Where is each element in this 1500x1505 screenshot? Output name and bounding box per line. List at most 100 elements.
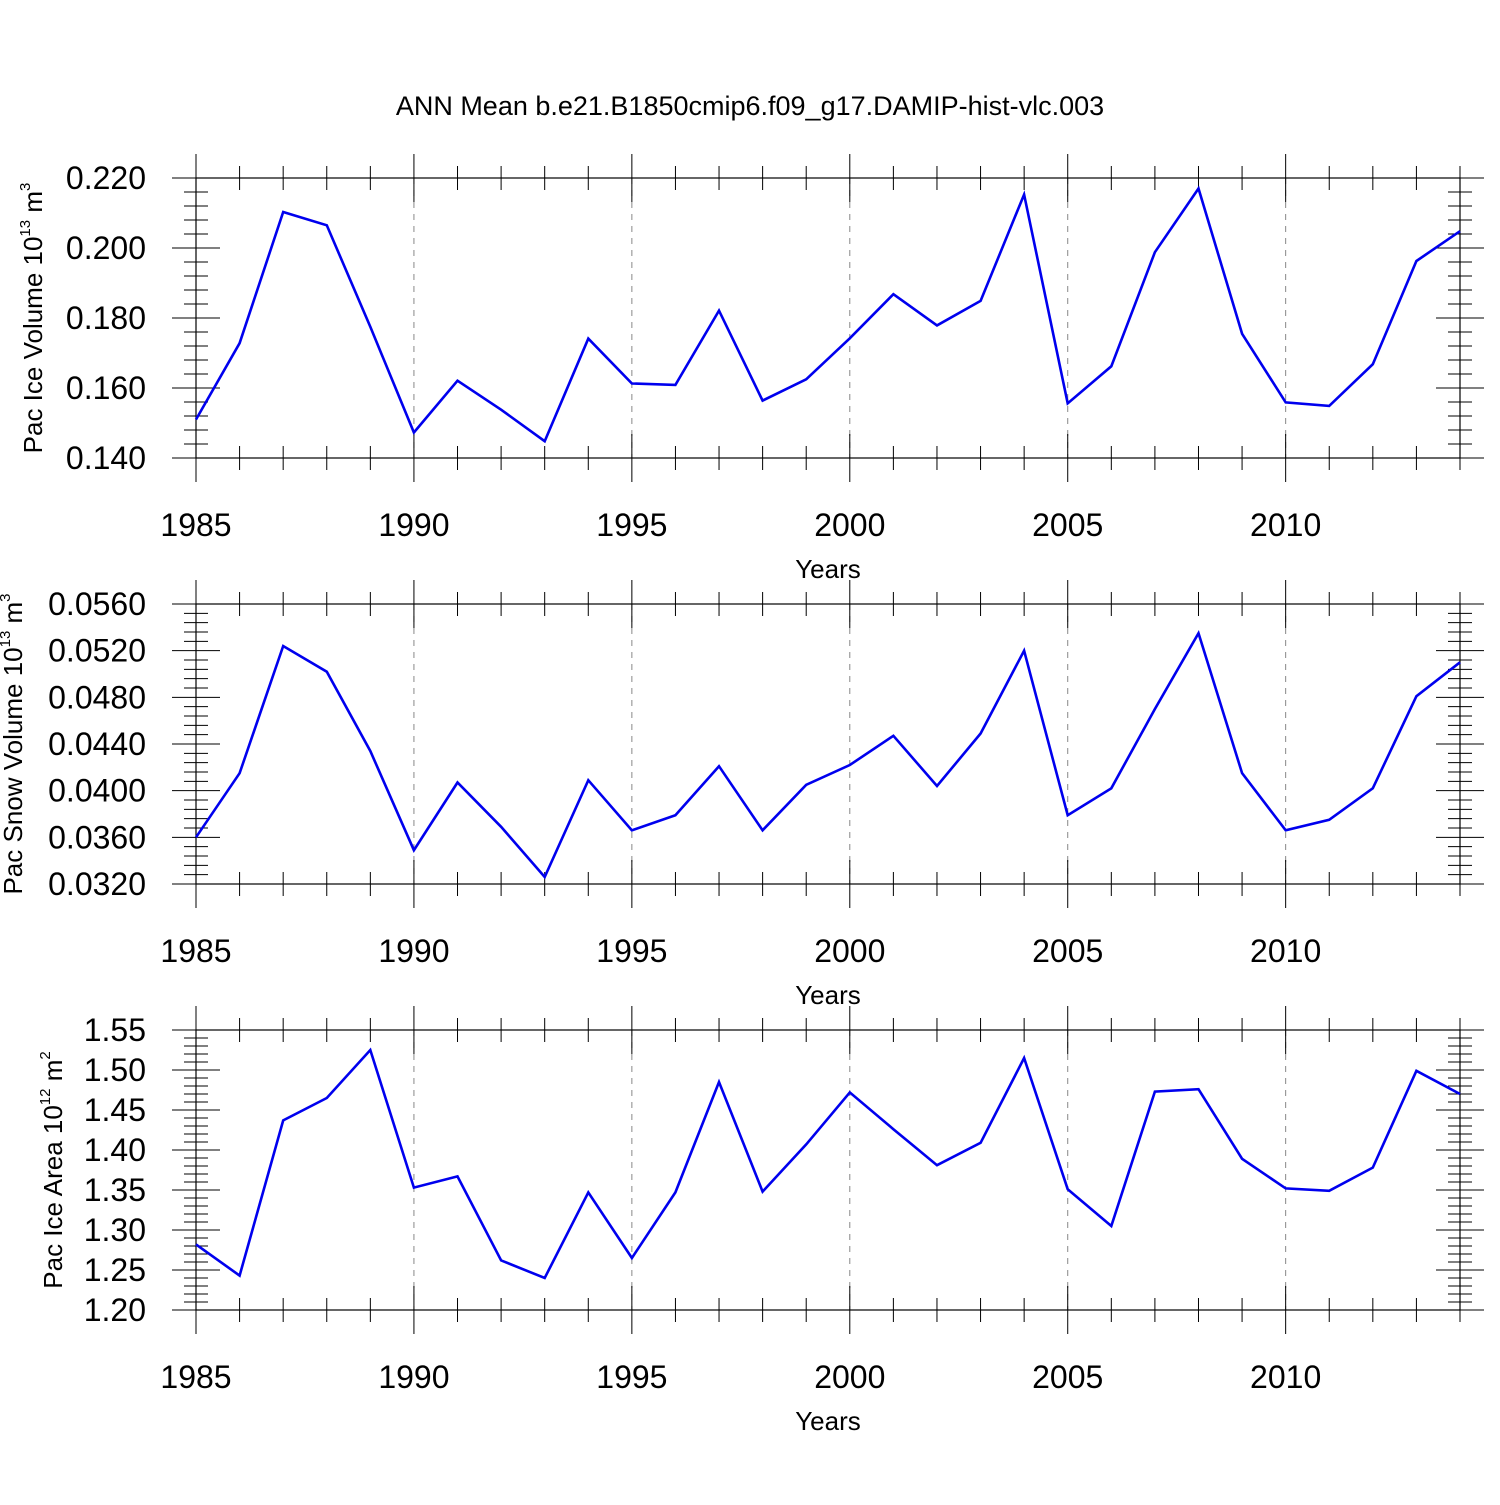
panel-2: 1985 1990 1995 2000 2005 2010 Years 0.0320 0.036… [0, 580, 1484, 1010]
data-point-1996 [673, 813, 677, 817]
x-tick-label: 1990 [378, 1359, 449, 1395]
data-point-1988 [325, 223, 329, 227]
y-tick-label: 1.45 [84, 1092, 146, 1128]
data-point-2010 [1284, 828, 1288, 832]
data-point-1990 [412, 430, 416, 434]
data-point-2000 [848, 763, 852, 767]
data-point-1997 [717, 309, 721, 313]
y-axis-title-exponent: 13 [0, 631, 14, 648]
y-axis-title: Pac Ice Area 1012 m2 [37, 1051, 68, 1288]
data-point-2007 [1153, 707, 1157, 711]
y-tick-label: 0.220 [66, 160, 146, 196]
y-tick-label: 0.140 [66, 440, 146, 476]
y-tick-label: 1.25 [84, 1252, 146, 1288]
series-line [194, 185, 1461, 444]
data-point-1997 [717, 764, 721, 768]
y-tick-label: 1.55 [84, 1012, 146, 1048]
series-line [194, 629, 1461, 880]
data-point-1985 [194, 1242, 198, 1246]
data-point-2010 [1284, 400, 1288, 404]
x-tick-label: 2010 [1250, 1359, 1321, 1395]
x-tick-label: 1995 [596, 507, 667, 543]
data-point-1992 [499, 1258, 503, 1262]
y-axis-title-unit-exponent: 3 [0, 593, 14, 601]
data-point-1999 [804, 1142, 808, 1146]
y-axis-title-unit-exponent: 2 [37, 1051, 54, 1059]
y-tick-label: 1.40 [84, 1132, 146, 1168]
x-tick-label: 2000 [814, 933, 885, 969]
data-point-2000 [848, 1090, 852, 1094]
data-point-1996 [673, 1190, 677, 1194]
x-tick-label: 1995 [596, 1359, 667, 1395]
data-point-1991 [456, 781, 460, 785]
data-point-2014 [1458, 229, 1462, 233]
data-point-1993 [543, 875, 547, 879]
data-point-1988 [325, 670, 329, 674]
data-point-1987 [281, 1118, 285, 1122]
y-tick-label: 0.0400 [48, 773, 146, 809]
data-point-2008 [1196, 631, 1200, 635]
x-tick-label: 2000 [814, 1359, 885, 1395]
data-point-1989 [368, 749, 372, 753]
data-point-2012 [1371, 786, 1375, 790]
data-point-2013 [1414, 1069, 1418, 1073]
data-point-1996 [673, 383, 677, 387]
data-point-2001 [891, 734, 895, 738]
x-tick-label: 1990 [378, 933, 449, 969]
x-tick-label: 2010 [1250, 933, 1321, 969]
data-point-1991 [456, 1174, 460, 1178]
data-point-2010 [1284, 1186, 1288, 1190]
data-point-1988 [325, 1096, 329, 1100]
y-tick-label: 1.35 [84, 1172, 146, 1208]
data-point-1997 [717, 1080, 721, 1084]
data-point-1992 [499, 408, 503, 412]
data-point-1995 [630, 1256, 634, 1260]
data-point-2007 [1153, 250, 1157, 254]
data-point-2002 [935, 784, 939, 788]
x-tick-label: 2000 [814, 507, 885, 543]
x-axis-title: Years [795, 1406, 861, 1436]
y-axis-title-main: Pac Ice Volume 10 [18, 237, 48, 454]
x-tick-label: 2005 [1032, 1359, 1103, 1395]
data-point-1990 [412, 1186, 416, 1190]
data-point-1986 [238, 771, 242, 775]
data-point-1993 [543, 1276, 547, 1280]
y-axis-title-unit-exponent: 3 [17, 183, 34, 191]
data-point-2003 [979, 1141, 983, 1145]
data-point-1994 [586, 778, 590, 782]
data-point-1998 [761, 1190, 765, 1194]
data-point-1986 [238, 341, 242, 345]
data-point-2004 [1022, 1056, 1026, 1060]
data-point-2011 [1327, 818, 1331, 822]
data-point-1989 [368, 325, 372, 329]
data-point-2001 [891, 1127, 895, 1131]
panel-1: 1985 1990 1995 2000 2005 2010 Years 0.140 0.160 0… [17, 154, 1484, 584]
series-line [195, 1047, 1461, 1280]
data-point-2003 [979, 732, 983, 736]
y-axis-title-exponent: 12 [37, 1088, 54, 1105]
data-point-1994 [586, 337, 590, 341]
data-point-2008 [1196, 187, 1200, 191]
data-point-1987 [281, 644, 285, 648]
data-point-2011 [1327, 1189, 1331, 1193]
data-point-2009 [1240, 332, 1244, 336]
x-tick-label: 2005 [1032, 933, 1103, 969]
y-axis-title: Pac Ice Volume 1013 m3 [17, 183, 48, 454]
y-axis-title-main: Pac Snow Volume 10 [0, 647, 28, 894]
x-tick-label: 1985 [160, 507, 231, 543]
data-point-1985 [194, 835, 198, 839]
data-point-2014 [1458, 660, 1462, 664]
data-point-2014 [1458, 1092, 1462, 1096]
y-axis-title-unit: m [0, 602, 28, 631]
data-point-2004 [1022, 192, 1026, 196]
y-tick-label: 0.0480 [48, 679, 146, 715]
data-point-2007 [1153, 1090, 1157, 1094]
plot-frame [195, 1029, 1461, 1311]
data-point-1995 [630, 381, 634, 385]
x-tick-label: 2010 [1250, 507, 1321, 543]
data-point-1999 [804, 377, 808, 381]
data-point-2009 [1240, 771, 1244, 775]
y-axis-title-unit: m [18, 191, 48, 220]
